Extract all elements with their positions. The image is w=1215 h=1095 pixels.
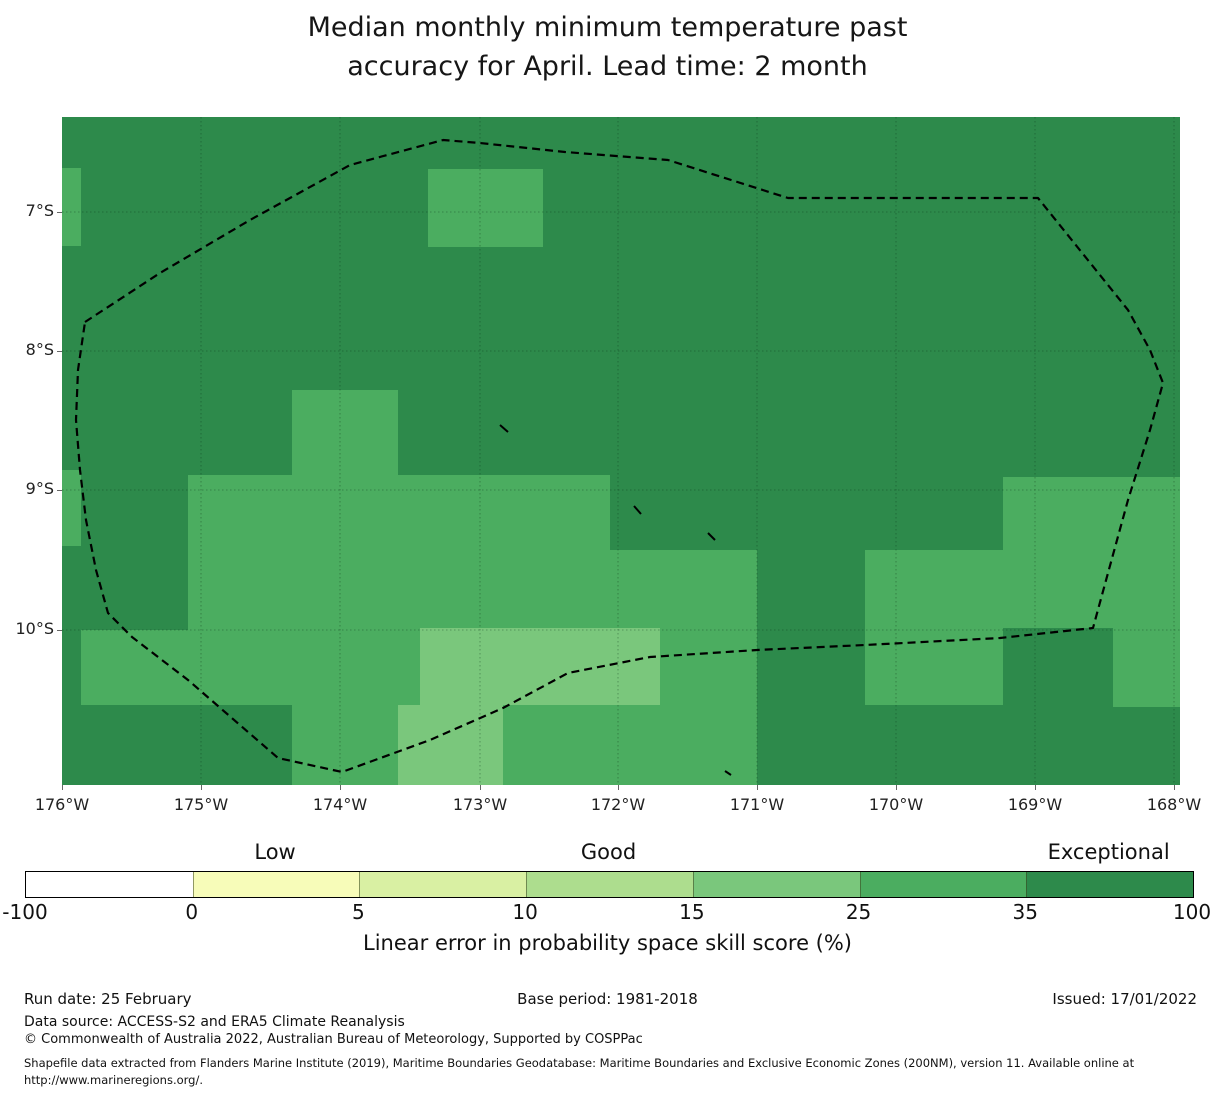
- colorbar-area: Low Good Exceptional -100 0 5 10 15 25 35 100: [2, 840, 1211, 940]
- x-axis-tick-mark: [62, 785, 63, 790]
- map-skill-cell: [62, 168, 81, 246]
- colorbar-tick-label: 10: [512, 900, 538, 924]
- x-axis-tick-label: 172°W: [590, 795, 646, 814]
- island-boundary-mark: [707, 532, 716, 541]
- colorbar-segment: [192, 872, 360, 897]
- colorbar-segment: [526, 872, 693, 897]
- x-axis-tick-label: 169°W: [1007, 795, 1063, 814]
- y-axis-tick-label: 8°S: [25, 340, 54, 359]
- x-axis-tick-label: 175°W: [173, 795, 229, 814]
- x-axis-tick-label: 173°W: [452, 795, 508, 814]
- colorbar-segment: [359, 872, 527, 897]
- data-source-text: Data source: ACCESS-S2 and ERA5 Climate …: [24, 1014, 405, 1030]
- map-skill-cell: [1003, 477, 1180, 628]
- footer-row: Run date: 25 February Base period: 1981-…: [0, 990, 1215, 1010]
- map-area: 176°W 175°W 174°W 173°W 172°W 171°W 170°W 169°W…: [15, 117, 1201, 814]
- colorbar-tick-label: 100: [1172, 900, 1212, 924]
- colorbar-category-label: Good: [580, 840, 637, 864]
- x-axis-tick-mark: [340, 785, 341, 790]
- map-skill-cell: [398, 705, 503, 785]
- map-skill-cell: [398, 475, 610, 628]
- colorbar-segment: [1026, 872, 1193, 897]
- copyright-text: © Commonwealth of Australia 2022, Austra…: [24, 1032, 643, 1047]
- x-axis-tick-mark: [757, 785, 758, 790]
- y-axis-tick-label: 9°S: [25, 479, 54, 498]
- y-axis-tick-label: 10°S: [15, 619, 54, 638]
- x-axis-tick-mark: [480, 785, 481, 790]
- x-axis-tick-label: 171°W: [729, 795, 785, 814]
- colorbar-segment: [26, 872, 193, 897]
- y-axis-tick-label: 7°S: [25, 201, 54, 220]
- island-boundary-mark: [633, 505, 642, 515]
- colorbar-category-label: Low: [254, 840, 296, 864]
- x-axis-tick-mark: [201, 785, 202, 790]
- colorbar-tick-label: 25: [845, 900, 872, 924]
- run-date-text: Run date: 25 February: [24, 990, 192, 1008]
- x-axis-tick-mark: [896, 785, 897, 790]
- y-axis-tick-mark: [57, 351, 62, 352]
- x-axis-tick-label: 168°W: [1146, 795, 1202, 814]
- map-skill-cell: [1113, 628, 1180, 707]
- map-skill-cell: [81, 630, 188, 705]
- x-axis-tick-mark: [1035, 785, 1036, 790]
- map-skill-cell: [292, 390, 398, 475]
- colorbar-tick-label: 5: [352, 900, 365, 924]
- map-canvas: [62, 117, 1180, 785]
- colorbar-segment: [692, 872, 860, 897]
- map-skill-cell: [188, 475, 398, 705]
- x-axis-tick-label: 170°W: [868, 795, 924, 814]
- map-skill-cell: [420, 628, 660, 705]
- figure-title: Median monthly minimum temperature past …: [0, 8, 1215, 86]
- x-axis-tick-mark: [1174, 785, 1175, 790]
- colorbar-segment: [859, 872, 1027, 897]
- x-axis-tick-label: 176°W: [34, 795, 90, 814]
- map-skill-cell: [292, 705, 398, 785]
- colorbar-tick-label: 35: [1012, 900, 1038, 924]
- y-axis-tick-mark: [57, 212, 62, 213]
- y-axis-tick-mark: [57, 490, 62, 491]
- x-axis-tick-label: 174°W: [312, 795, 368, 814]
- colorbar-caption: Linear error in probability space skill …: [363, 931, 852, 955]
- eez-boundary-path: [74, 138, 1165, 774]
- colorbar-category-label: Exceptional: [1047, 840, 1170, 864]
- shapefile-attribution-text: Shapefile data extracted from Flanders M…: [24, 1056, 1135, 1087]
- base-period-text: Base period: 1981-2018: [517, 990, 698, 1008]
- colorbar-tick-label: 0: [185, 900, 199, 924]
- x-axis-tick-mark: [618, 785, 619, 790]
- colorbar: [25, 871, 1194, 898]
- colorbar-tick-label: 15: [679, 900, 705, 924]
- y-axis-tick-mark: [57, 630, 62, 631]
- colorbar-tick-label: -100: [2, 900, 48, 924]
- map-skill-cell: [503, 705, 610, 785]
- island-boundary-mark: [499, 424, 509, 433]
- island-boundary-mark: [724, 770, 732, 776]
- figure-title-line2: accuracy for April. Lead time: 2 month: [347, 51, 868, 82]
- figure-title-line1: Median monthly minimum temperature past: [307, 12, 908, 43]
- map-skill-cell: [62, 470, 81, 546]
- map-skill-cell: [428, 169, 543, 247]
- issued-text: Issued: 17/01/2022: [1052, 990, 1197, 1008]
- map-skill-cell: [865, 550, 1003, 705]
